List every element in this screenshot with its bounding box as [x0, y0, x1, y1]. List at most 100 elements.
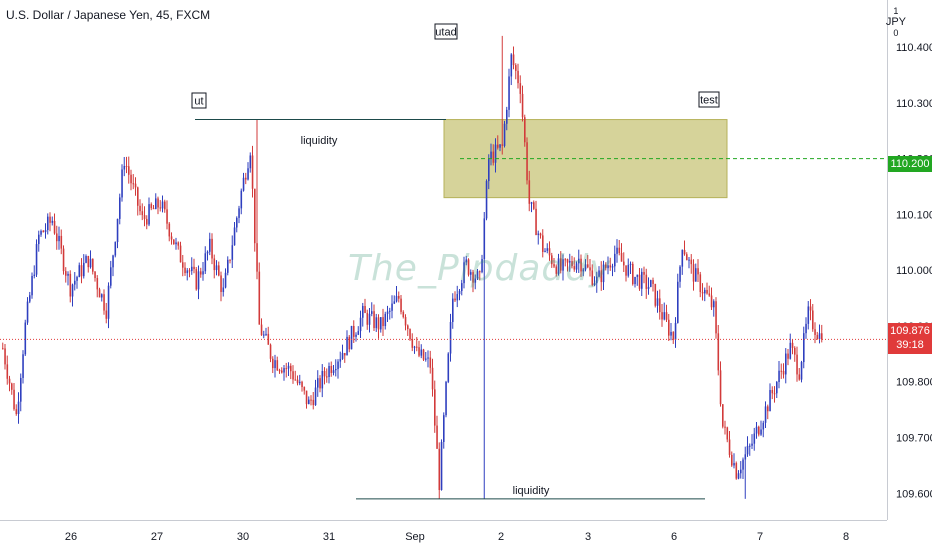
candle-body	[119, 197, 121, 219]
candle-body	[38, 234, 40, 245]
candle-body	[287, 365, 290, 369]
candle-body	[677, 281, 679, 323]
candle-body	[476, 271, 479, 279]
candle-body	[587, 264, 589, 268]
candle-body	[650, 280, 652, 287]
candle-body	[141, 211, 144, 216]
candle-body	[101, 294, 103, 298]
candle-body	[227, 259, 229, 273]
candle-body	[501, 144, 504, 146]
candle-body	[197, 271, 200, 290]
candle-body	[771, 390, 774, 394]
candle-body	[654, 283, 657, 306]
annotation-box	[434, 23, 458, 40]
candle-body	[65, 271, 67, 276]
candle-body	[4, 348, 6, 365]
candle-body	[744, 454, 747, 460]
candle-body	[11, 383, 13, 390]
currency-label: 1 JPY 0	[886, 6, 906, 39]
candle-body	[274, 360, 276, 369]
candle-body	[87, 256, 90, 268]
candle-body	[787, 353, 789, 359]
candle-body	[312, 399, 315, 406]
candle-body	[78, 265, 81, 278]
candle-body	[328, 366, 330, 377]
candle-body	[314, 387, 317, 406]
candle-body	[719, 370, 722, 405]
candle-body	[191, 266, 193, 272]
candle-body	[420, 349, 423, 356]
candle-body	[366, 312, 369, 325]
candle-body	[782, 370, 785, 375]
candle-body	[409, 329, 411, 340]
last-price-tag: 109.876 39:18	[888, 323, 932, 354]
candle-body	[161, 201, 164, 209]
candle-body	[233, 227, 236, 246]
candle-body	[164, 201, 166, 210]
candle-body	[116, 218, 119, 243]
candle-body	[596, 276, 598, 284]
candle-body	[584, 264, 587, 270]
candle-body	[94, 271, 96, 279]
candle-body	[391, 303, 393, 311]
candle-body	[544, 250, 546, 252]
candle-body	[222, 287, 225, 293]
candle-body	[346, 336, 348, 356]
candle-body	[29, 295, 31, 302]
candle-body	[688, 259, 690, 261]
candle-body	[209, 238, 211, 252]
x-tick-label: 7	[757, 531, 763, 543]
candle-body	[483, 218, 486, 260]
candle-body	[56, 233, 58, 242]
candle-body	[13, 389, 15, 410]
candle-body	[803, 333, 805, 363]
candle-body	[497, 144, 499, 148]
candle-body	[182, 262, 184, 268]
x-tick-label: 3	[585, 531, 591, 543]
candle-body	[632, 263, 634, 285]
candle-body	[150, 204, 153, 209]
x-tick-label: 30	[237, 531, 249, 543]
annotation-box	[191, 92, 207, 109]
candle-body	[796, 354, 798, 375]
candle-body	[598, 270, 600, 277]
candle-body	[798, 374, 801, 380]
candle-body	[285, 368, 288, 370]
candle-body	[229, 259, 231, 261]
candle-body	[301, 381, 303, 388]
candle-body	[661, 312, 663, 320]
candle-body	[776, 382, 778, 394]
candle-body	[557, 258, 560, 274]
candle-body	[600, 270, 603, 283]
candle-body	[686, 254, 688, 261]
candle-body	[573, 266, 576, 270]
candle-body	[368, 313, 371, 325]
candle-body	[395, 295, 398, 302]
candle-body	[317, 378, 319, 388]
candle-body	[512, 54, 515, 66]
annotation-box	[698, 91, 720, 108]
candle-body	[220, 275, 222, 293]
candle-body	[319, 378, 321, 389]
candle-body	[807, 306, 810, 324]
candle-body	[89, 258, 92, 268]
candle-body	[431, 367, 434, 390]
candle-body	[258, 271, 261, 325]
candle-body	[357, 331, 360, 335]
x-tick-label: Sep	[405, 531, 425, 543]
candle-body	[713, 301, 715, 308]
candle-body	[722, 404, 724, 427]
candle-body	[760, 429, 762, 435]
candle-body	[609, 265, 612, 268]
candle-body	[735, 463, 738, 479]
candle-body	[616, 247, 618, 254]
candle-body	[130, 174, 132, 184]
candle-body	[254, 188, 256, 244]
candle-body	[503, 123, 506, 146]
candle-body	[758, 426, 760, 435]
candle-body	[479, 271, 481, 273]
candle-body	[303, 387, 306, 391]
candle-body	[294, 379, 297, 381]
